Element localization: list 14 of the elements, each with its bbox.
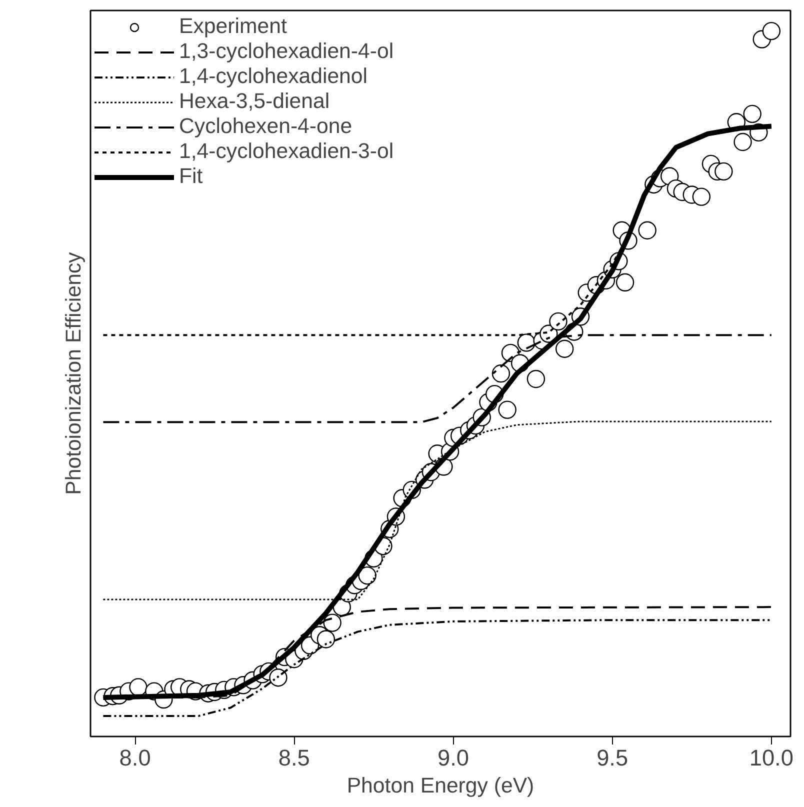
legend-label: Hexa-3,5-dienal (179, 89, 330, 114)
x-tick-label: 9.5 (596, 744, 628, 770)
legend-label: Experiment (179, 14, 287, 39)
x-axis-title: Photon Energy (eV) (346, 774, 534, 798)
y-axis-title: Photoionization Efficiency (62, 252, 86, 495)
legend-label: 1,4-cyclohexadienol (179, 64, 368, 89)
x-tick-label: 9.0 (437, 744, 469, 770)
legend-label: 1,3-cyclohexadien-4-ol (179, 39, 394, 64)
legend-label: Fit (179, 164, 203, 189)
x-tick-label: 8.0 (119, 744, 151, 770)
legend-label: 1,4-cyclohexadien-3-ol (179, 139, 394, 164)
x-tick-label: 10.0 (749, 744, 794, 770)
x-tick-label: 8.5 (278, 744, 310, 770)
legend-label: Cyclohexen-4-one (179, 114, 352, 139)
